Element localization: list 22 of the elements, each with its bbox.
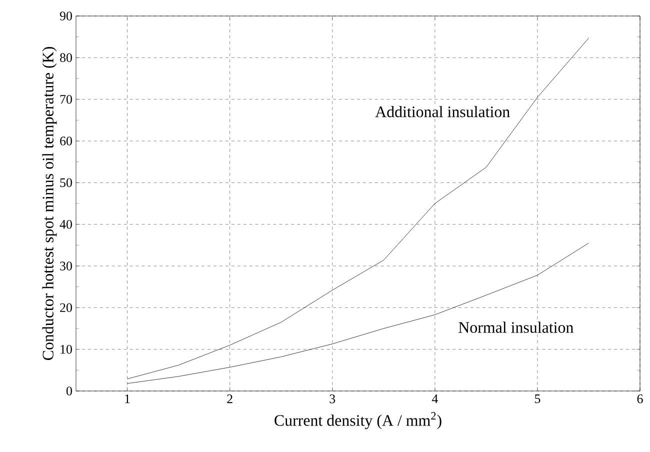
line-series	[127, 242, 589, 384]
x-tick-label: 1	[125, 394, 130, 404]
x-tick-label: 6	[637, 394, 643, 404]
x-axis-title: Current density (A / mm$^{2}$)	[274, 412, 442, 430]
y-tick-label: 80	[60, 53, 72, 62]
annotation: Additional insulation	[375, 106, 510, 118]
x-tick-label: 5	[534, 394, 540, 404]
y-tick-label: 30	[60, 262, 72, 270]
y-tick-label: 90	[60, 12, 72, 20]
annotation: Normal insulation	[458, 322, 574, 333]
y-tick-label: 50	[60, 178, 72, 188]
line-series	[127, 38, 589, 380]
y-axis-title: Conductor hottest spot minus oil temperature (K)	[42, 47, 57, 360]
y-tick-label: 40	[60, 220, 72, 229]
y-tick-label: 70	[60, 94, 72, 104]
y-tick-label: 0	[66, 386, 72, 396]
y-tick-label: 60	[60, 136, 72, 146]
x-tick-label: 3	[330, 394, 336, 404]
y-tick-label: 10	[60, 344, 72, 354]
x-tick-label: 2	[227, 394, 232, 404]
y-tick-label: 20	[60, 303, 72, 312]
x-tick-label: 4	[432, 394, 438, 404]
